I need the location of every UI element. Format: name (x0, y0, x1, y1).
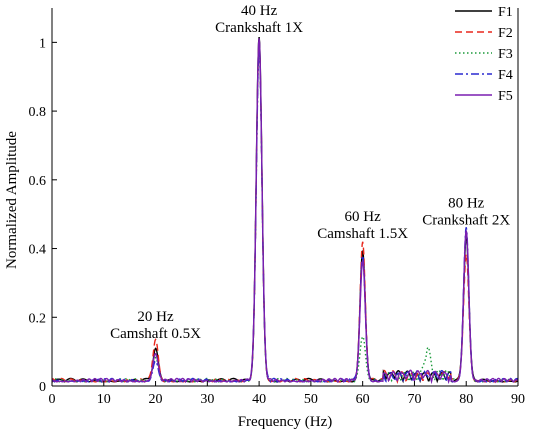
legend-label-f1: F1 (498, 5, 513, 20)
x-tick-label: 70 (407, 392, 421, 407)
series-group (51, 37, 519, 385)
series-line-f4 (51, 49, 519, 384)
y-tick-label: 0.2 (29, 311, 47, 326)
annotation-label: 80 Hz (448, 195, 485, 211)
annotation-label: Camshaft 0.5X (110, 326, 201, 342)
x-tick-label: 40 (252, 392, 266, 407)
x-tick-label: 90 (511, 392, 525, 407)
x-tick-label: 10 (97, 392, 111, 407)
y-tick-label: 0.4 (29, 243, 47, 258)
x-tick-label: 20 (149, 392, 163, 407)
y-tick-label: 0 (39, 380, 46, 395)
x-tick-label: 0 (49, 392, 56, 407)
annotation-label: Camshaft 1.5X (317, 226, 408, 242)
x-tick-label: 50 (304, 392, 318, 407)
y-tick-label: 1 (39, 36, 46, 51)
x-tick-label: 30 (200, 392, 214, 407)
legend-label-f2: F2 (498, 26, 513, 41)
x-axis-title: Frequency (Hz) (238, 414, 333, 430)
annotation-label: 40 Hz (241, 3, 278, 19)
axes-group (51, 8, 519, 387)
annotation-label: 20 Hz (137, 309, 174, 325)
y-axis-title: Normalized Amplitude (4, 131, 20, 269)
annotation-label: 60 Hz (345, 209, 382, 225)
x-tick-label: 80 (459, 392, 473, 407)
y-tick-label: 0.8 (29, 105, 47, 120)
legend: F1 F2 F3 F4 F5 (455, 5, 513, 104)
series-line-f5 (51, 38, 519, 385)
y-ticks-group: 0 0.2 0.4 0.6 0.8 1 (29, 36, 57, 395)
x-tick-label: 60 (356, 392, 370, 407)
annotation-label: Crankshaft 1X (215, 20, 303, 36)
legend-label-f5: F5 (498, 89, 513, 104)
annotation-label: Crankshaft 2X (422, 212, 510, 228)
legend-label-f3: F3 (498, 47, 513, 62)
y-tick-label: 0.6 (29, 174, 47, 189)
x-ticks-group: 0 10 20 30 40 50 60 70 80 90 (49, 381, 525, 407)
legend-label-f4: F4 (498, 68, 513, 83)
